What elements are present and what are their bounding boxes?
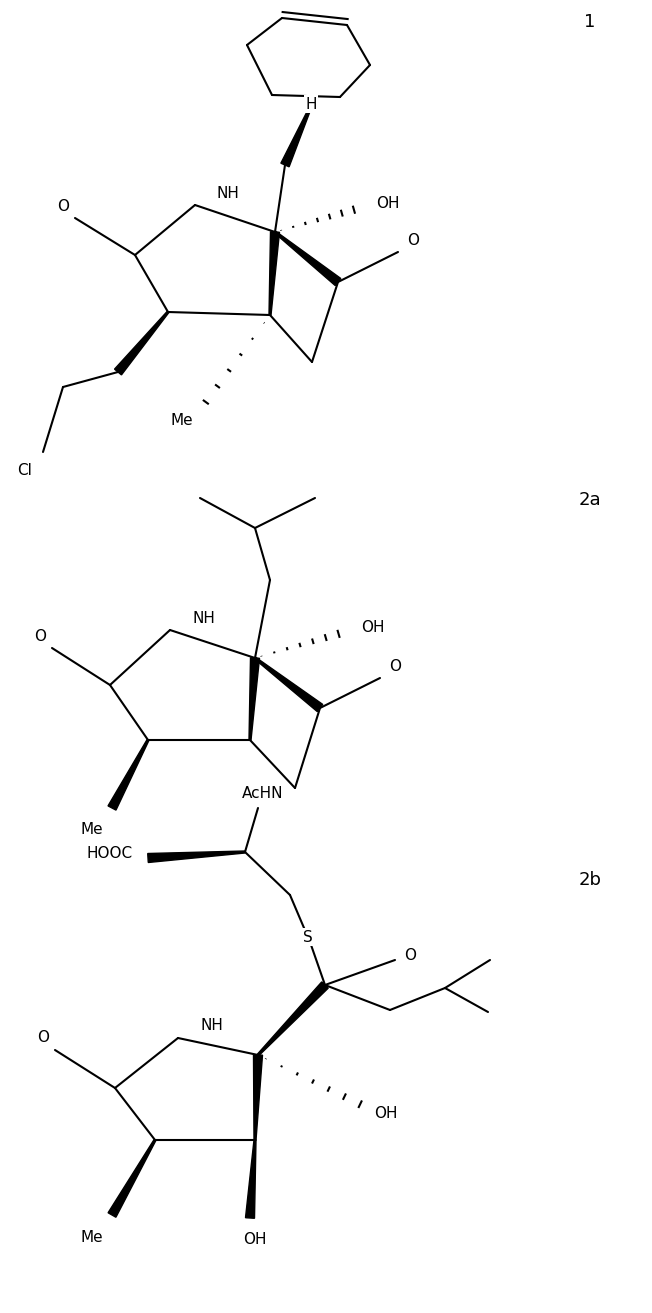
Polygon shape <box>258 982 328 1056</box>
Polygon shape <box>269 231 280 315</box>
Polygon shape <box>281 105 312 167</box>
Text: NH: NH <box>200 1019 223 1033</box>
Text: O: O <box>404 948 416 962</box>
Text: S: S <box>303 930 313 944</box>
Text: O: O <box>407 232 419 247</box>
Text: OH: OH <box>361 620 385 634</box>
Text: O: O <box>34 629 46 643</box>
Text: H: H <box>305 96 317 112</box>
Polygon shape <box>254 658 323 712</box>
Text: O: O <box>57 198 69 214</box>
Text: OH: OH <box>376 196 400 210</box>
Text: 1: 1 <box>584 13 596 32</box>
Text: Me: Me <box>81 822 103 838</box>
Polygon shape <box>249 658 259 741</box>
Text: NH: NH <box>192 611 215 625</box>
Polygon shape <box>246 1140 256 1218</box>
Text: AcHN: AcHN <box>243 785 284 801</box>
Text: Cl: Cl <box>18 462 33 478</box>
Text: 2a: 2a <box>579 491 601 509</box>
Polygon shape <box>108 739 149 810</box>
Text: HOOC: HOOC <box>87 846 133 860</box>
Polygon shape <box>108 1140 156 1217</box>
Text: 2b: 2b <box>578 871 602 889</box>
Text: OH: OH <box>374 1106 398 1120</box>
Polygon shape <box>274 231 341 285</box>
Polygon shape <box>254 1054 263 1140</box>
Text: Me: Me <box>171 412 193 428</box>
Polygon shape <box>115 311 169 376</box>
Text: OH: OH <box>243 1233 267 1247</box>
Text: O: O <box>389 659 401 674</box>
Polygon shape <box>148 851 245 863</box>
Text: NH: NH <box>217 185 240 201</box>
Text: O: O <box>37 1031 49 1045</box>
Text: Me: Me <box>81 1229 103 1245</box>
